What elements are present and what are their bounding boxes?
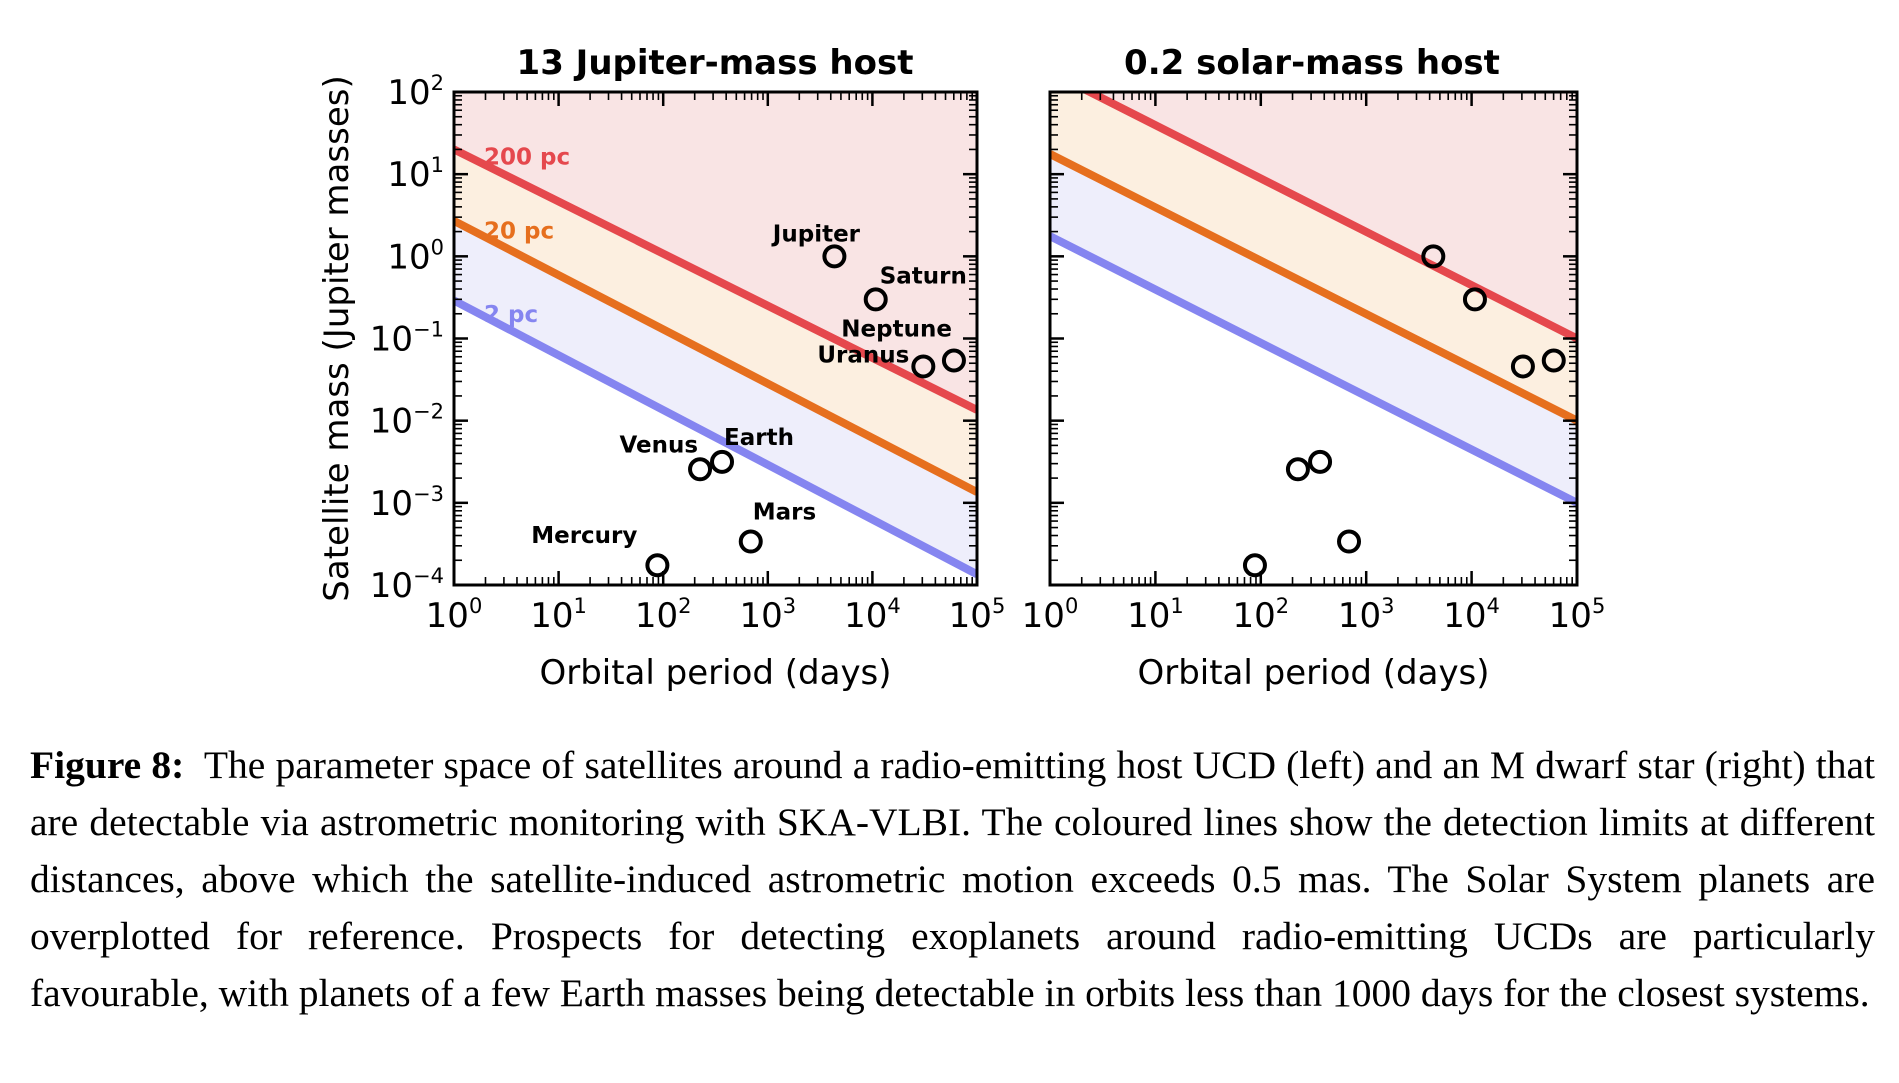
y-tick-label: 10−1 [370,318,444,360]
detection-limit-line-0 [1081,92,1577,343]
planet-marker [1510,354,1535,379]
planet-label: Mercury [531,523,637,549]
x-tick-label: 101 [530,594,587,636]
figure-caption: Figure 8: The parameter space of satelli… [30,737,1875,1022]
planet-marker [863,287,888,312]
planet-marker [738,529,763,554]
planet-marker [1308,449,1333,474]
planet-marker [822,244,847,269]
x-tick-label: 100 [426,594,483,636]
planet-label: Earth [724,425,794,451]
tick-marks [452,90,979,587]
planet-label: Jupiter [771,221,861,247]
distance-label: 200 pc [484,144,570,170]
planet-marker [1421,244,1446,269]
x-tick-label: 102 [635,594,692,636]
detection-limit-line-2 [454,296,977,578]
x-tick-label: 102 [1232,594,1289,636]
detection-limit-line-1 [1050,150,1577,425]
detection-limit-line-0 [454,145,977,414]
y-tick-label: 10−4 [370,564,444,606]
x-tick-label: 105 [949,594,1006,636]
distance-label: 20 pc [484,218,554,244]
planet-marker [1337,529,1362,554]
planet-marker [941,348,966,373]
x-tick-label: 103 [1338,594,1395,636]
planet-marker [645,553,670,578]
planet-marker [1462,287,1487,312]
tick-marks [1048,90,1579,587]
y-tick-label: 101 [387,153,444,195]
planet-marker [1242,553,1267,578]
x-tick-label: 101 [1127,594,1184,636]
panel-title: 13 Jupiter-mass host [517,43,914,83]
x-tick-label: 100 [1022,594,1079,636]
planet-label: Uranus [817,342,909,368]
y-tick-label: 10−3 [370,482,444,524]
plot-area [454,92,977,578]
planet-marker [1541,348,1566,373]
panel-left-chart: 100 101 102 103 104 105 102 101 100 10−1 10−2 10−3 1… [317,43,1006,693]
y-tick-label: 100 [387,235,444,277]
planet-label: Neptune [841,316,952,342]
x-tick-label: 105 [1549,594,1606,636]
y-tick-label: 102 [387,71,444,113]
panel-right-chart: 100 101 102 103 104 105 0.2 solar-mass host Orb… [1022,43,1606,693]
caption-text: The parameter space of satellites around… [30,743,1875,1015]
planet-marker [688,457,713,482]
panel-title: 0.2 solar-mass host [1124,43,1500,83]
planet-marker [911,354,936,379]
planet-marker [1285,457,1310,482]
planet-marker [710,449,735,474]
planet-label: Mars [753,500,816,526]
x-axis-label: Orbital period (days) [1137,653,1489,693]
x-tick-label: 104 [844,594,901,636]
x-tick-label: 104 [1443,594,1500,636]
distance-label: 2 pc [484,302,538,328]
detection-limit-line-2 [1050,232,1577,507]
shaded-band-1 [454,149,977,493]
planet-label: Saturn [880,263,967,289]
y-tick-label: 10−2 [370,400,444,442]
shaded-band-1 [1050,92,1577,421]
figure: 100 101 102 103 104 105 102 101 100 10−1 10−2 10−3 1… [317,43,1606,693]
shaded-band-0 [454,92,977,410]
x-axis-label: Orbital period (days) [539,653,891,693]
detection-limit-line-1 [454,217,977,496]
shaded-band-2 [454,220,977,575]
shaded-band-2 [1050,153,1577,503]
x-tick-label: 103 [739,594,796,636]
y-axis-label: Satellite mass (Jupiter masses) [317,75,357,601]
plot-area [1050,92,1577,507]
caption-label: Figure 8: [30,743,185,787]
planet-label: Venus [619,432,698,458]
